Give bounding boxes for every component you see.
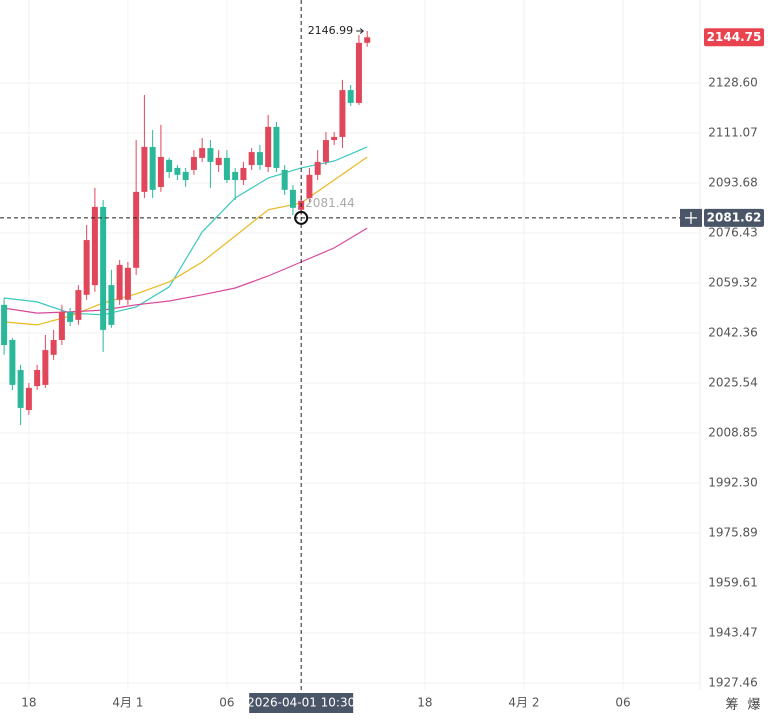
candle-body xyxy=(322,140,329,162)
y-tick-label: 2111.07 xyxy=(708,125,758,139)
candle-body xyxy=(199,148,206,158)
x-tick-label: 4月 2 xyxy=(508,696,539,710)
toolbar-button[interactable]: 爆 xyxy=(747,698,760,713)
candle-body xyxy=(355,42,362,103)
y-tick-label: 2059.32 xyxy=(708,275,758,289)
y-tick-label: 1927.46 xyxy=(708,675,758,689)
x-tick-label: 06 xyxy=(219,696,234,710)
candle-body xyxy=(190,156,197,170)
candle-body xyxy=(273,126,280,168)
add-icon xyxy=(685,211,697,224)
candle-body xyxy=(223,157,230,181)
y-tick-label: 1992.30 xyxy=(708,475,758,489)
toolbar-button[interactable]: 筹 xyxy=(725,697,738,713)
ma-line xyxy=(4,146,368,316)
crosshair-time: 2026-04-01 10:30 xyxy=(247,696,355,710)
last-price: 2144.75 xyxy=(707,30,762,44)
candle-body xyxy=(17,369,24,408)
candle-body xyxy=(265,126,272,168)
candle-body xyxy=(75,290,82,320)
candle-body xyxy=(9,339,16,385)
candle-body xyxy=(232,171,239,181)
x-tick-label: 4月 1 xyxy=(112,696,143,710)
candle-body xyxy=(124,267,131,300)
y-tick-label: 2128.60 xyxy=(708,75,758,89)
candle-body xyxy=(25,387,32,411)
crosshair-price-tag xyxy=(704,208,764,227)
candle-body xyxy=(207,148,214,162)
candle-body xyxy=(347,90,354,103)
candle-body xyxy=(215,157,222,166)
x-tick-label: 18 xyxy=(417,696,432,710)
candle-body xyxy=(108,285,115,325)
y-tick-label: 2093.68 xyxy=(708,175,758,189)
candle-body xyxy=(149,146,156,190)
candle-body xyxy=(141,146,148,192)
candle-body xyxy=(34,369,41,387)
candle-body xyxy=(240,167,247,181)
crosshair-center xyxy=(294,210,309,225)
last-price-tag xyxy=(704,28,764,47)
candle-body xyxy=(174,167,181,175)
ma-line xyxy=(4,227,368,314)
candle-body xyxy=(166,159,173,172)
high-arrow xyxy=(356,28,364,34)
candle-body xyxy=(331,136,338,141)
y-tick-label: 1943.47 xyxy=(708,625,758,639)
candle-body xyxy=(50,339,57,355)
candle-body xyxy=(289,189,296,208)
candle-body xyxy=(100,206,107,330)
candle-body xyxy=(306,174,313,198)
crosshair-price: 2081.62 xyxy=(707,210,762,224)
x-tick-label: 06 xyxy=(615,696,630,710)
candle-body xyxy=(339,90,346,137)
candle-body xyxy=(314,161,321,175)
candle-body xyxy=(364,37,371,43)
candle-body xyxy=(58,311,65,340)
candle-body xyxy=(281,169,288,190)
candle-body xyxy=(67,311,74,322)
candle-body xyxy=(248,152,255,166)
candle-body xyxy=(256,152,263,166)
cursor-value: 2081.44 xyxy=(305,196,355,210)
candle-body xyxy=(83,240,90,295)
candle-body xyxy=(1,304,8,346)
candle-body xyxy=(157,156,164,187)
y-tick-label: 1959.61 xyxy=(708,575,758,589)
y-tick-label: 1975.89 xyxy=(708,525,758,539)
candle-body xyxy=(182,171,189,181)
high-label: 2146.99 xyxy=(308,24,354,37)
candle-body xyxy=(91,206,98,286)
candle-body xyxy=(133,191,140,268)
candle-body xyxy=(116,264,123,300)
y-tick-label: 2042.36 xyxy=(708,325,758,339)
x-tick-label: 18 xyxy=(21,696,36,710)
y-tick-label: 2025.54 xyxy=(708,375,758,389)
candle-body xyxy=(42,350,49,385)
crosshair-time-tag xyxy=(249,693,354,713)
y-tick-label: 2076.43 xyxy=(708,225,758,239)
y-tick-label: 2008.85 xyxy=(708,425,758,439)
